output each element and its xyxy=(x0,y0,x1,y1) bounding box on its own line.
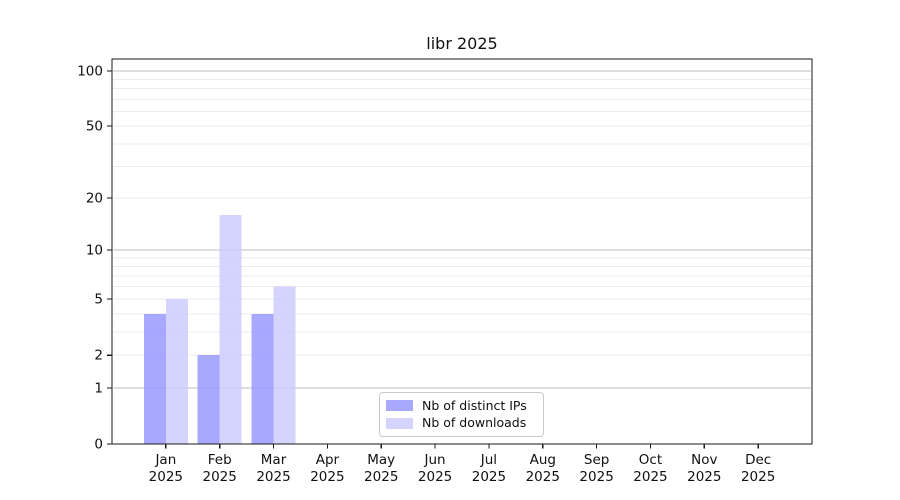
x-tick-label-month-sep: Sep xyxy=(584,452,609,468)
legend-row-downloads: Nb of downloads xyxy=(380,416,543,430)
x-tick-label-year-aug: 2025 xyxy=(526,469,560,485)
legend-swatch-distinct-ips xyxy=(386,400,413,411)
x-tick-label-year-jan: 2025 xyxy=(149,469,183,485)
x-tick-label-year-dec: 2025 xyxy=(741,469,775,485)
x-tick-label-month-jul: Jul xyxy=(480,452,497,468)
x-tick-label-year-apr: 2025 xyxy=(310,469,344,485)
x-tick-label-year-jun: 2025 xyxy=(418,469,452,485)
bar-nb-of-distinct-ips-feb xyxy=(197,355,220,444)
x-tick-label-month-may: May xyxy=(367,452,395,468)
plot-border xyxy=(111,58,813,445)
x-tick-label-month-jan: Jan xyxy=(154,452,176,468)
x-tick-label-year-sep: 2025 xyxy=(579,469,613,485)
legend: Nb of distinct IPs Nb of downloads xyxy=(379,392,544,437)
x-tick-label-month-jun: Jun xyxy=(424,452,446,468)
x-tick-label-year-mar: 2025 xyxy=(256,469,290,485)
x-tick-label-month-aug: Aug xyxy=(530,452,556,468)
y-tick-label-10: 10 xyxy=(86,243,103,259)
bar-nb-of-distinct-ips-jan xyxy=(143,313,166,444)
y-tick-label-2: 2 xyxy=(94,348,103,364)
y-tick-label-50: 50 xyxy=(86,119,103,135)
legend-row-distinct-ips: Nb of distinct IPs xyxy=(380,397,543,413)
legend-swatch-downloads xyxy=(386,418,413,429)
legend-label-downloads: Nb of downloads xyxy=(422,415,527,431)
x-tick-label-year-oct: 2025 xyxy=(633,469,667,485)
x-tick-label-year-nov: 2025 xyxy=(687,469,721,485)
x-tick-label-month-apr: Apr xyxy=(316,452,340,468)
bar-nb-of-downloads-feb xyxy=(219,214,242,444)
y-tick-label-1: 1 xyxy=(94,380,103,396)
bar-nb-of-distinct-ips-mar xyxy=(251,313,274,444)
legend-label-distinct-ips: Nb of distinct IPs xyxy=(422,397,527,413)
x-tick-label-month-oct: Oct xyxy=(639,452,662,468)
x-tick-label-month-dec: Dec xyxy=(745,452,771,468)
x-tick-label-year-feb: 2025 xyxy=(203,469,237,485)
bar-nb-of-downloads-mar xyxy=(273,286,296,444)
bar-nb-of-downloads-jan xyxy=(165,299,188,444)
x-tick-label-year-may: 2025 xyxy=(364,469,398,485)
x-tick-label-month-nov: Nov xyxy=(691,452,717,468)
y-tick-label-0: 0 xyxy=(94,437,103,453)
chart-title: libr 2025 xyxy=(426,34,498,53)
x-tick-label-year-jul: 2025 xyxy=(472,469,506,485)
y-tick-label-20: 20 xyxy=(86,190,103,206)
x-tick-label-month-feb: Feb xyxy=(208,452,232,468)
x-tick-label-month-mar: Mar xyxy=(261,452,287,468)
y-tick-label-5: 5 xyxy=(94,292,103,308)
y-tick-label-100: 100 xyxy=(77,63,103,79)
